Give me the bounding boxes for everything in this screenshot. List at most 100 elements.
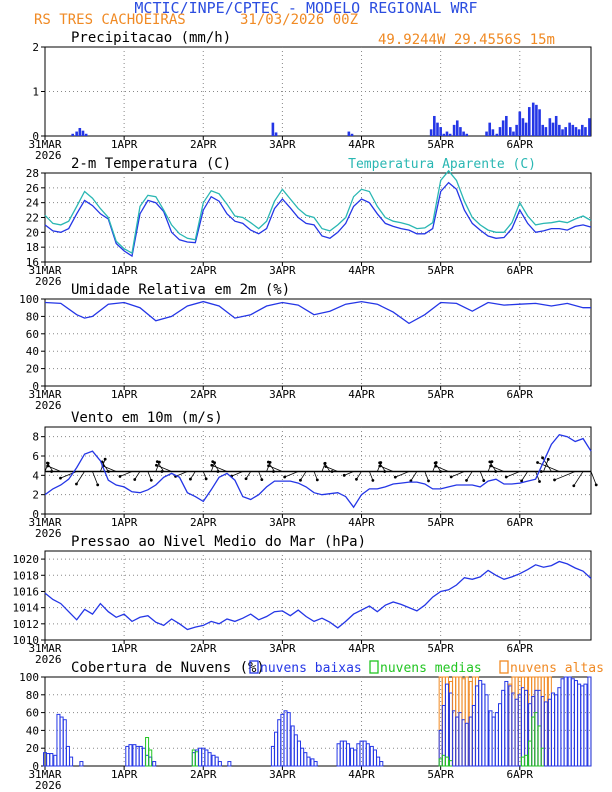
precip-bar [524, 122, 528, 136]
x-tick-label: 31MAR [28, 138, 61, 151]
y-tick-label: 60 [26, 707, 39, 720]
wind-arrow-head [267, 464, 270, 468]
precip-bar [512, 131, 515, 136]
precip-bar [78, 127, 82, 136]
wind-arrow [175, 471, 188, 477]
x-tick-label: 31MAR [28, 516, 61, 529]
y-tick-label: 0 [32, 380, 39, 393]
cloud-bar-low [69, 756, 74, 767]
cloud-bar-mid [537, 725, 542, 767]
wind-arrow [590, 471, 597, 486]
cloud-bar-low [198, 747, 203, 767]
wind-arrow-head [210, 463, 214, 467]
x-tick-label: 31MAR [28, 642, 61, 655]
cloud-bar-low [494, 712, 499, 767]
wind-arrow-head [393, 475, 397, 479]
wind-arrow-head [155, 463, 158, 467]
precip-bar [561, 129, 564, 136]
cloud-bar-mid [531, 716, 536, 767]
wind-arrow-head [189, 477, 192, 481]
x-tick-label: 1APR [111, 388, 138, 401]
precip-bar [577, 129, 581, 136]
wind-arrow-head [46, 461, 49, 465]
wind-arrow-head [323, 462, 327, 465]
precip-bar [551, 122, 555, 136]
wind-arrow-head [541, 456, 544, 460]
cloud-bar-low [356, 743, 361, 767]
wind-arrow [435, 465, 449, 472]
cloud-bar-low [46, 753, 51, 767]
cloud-bar-low [481, 683, 486, 767]
cloud-bar-low [498, 703, 502, 767]
cloud-bar-low [132, 744, 137, 767]
cloud-bar-low [491, 716, 496, 767]
panel-legend: Temperatura Aparente (C) [348, 157, 536, 172]
precip-bar [535, 104, 538, 136]
wind-arrow-head [378, 461, 382, 465]
wind-arrow [466, 471, 473, 481]
precip-bar [518, 111, 522, 136]
wind-arrow-head [299, 478, 302, 482]
cloud-bar-low [511, 692, 516, 767]
x-tick-label: 4APR [348, 642, 375, 655]
y-tick-label: 1020 [13, 553, 40, 566]
cloud-bar-low [270, 745, 275, 767]
cloud-bar-low [303, 752, 308, 767]
x-tick-label: 2APR [190, 138, 217, 151]
series-line-pressao [44, 560, 592, 631]
precip-bar [439, 127, 442, 136]
cloud-bar-low [547, 698, 552, 767]
header-coords: 49.9244W 29.4556S 15m [378, 32, 555, 48]
wind-arrow [325, 466, 338, 472]
x-tick-label: 2APR [190, 264, 217, 277]
wind-arrow-head [155, 460, 159, 464]
panel-title: Cobertura de Nuvens (%) [71, 660, 265, 676]
x-tick-label: 5APR [427, 768, 454, 781]
x-tick-label: 6APR [507, 642, 534, 655]
wind-arrow [506, 471, 520, 478]
precip-bar [488, 122, 492, 136]
cloud-bar-low [53, 754, 58, 767]
precip-bar [75, 131, 78, 136]
precip-bar [491, 129, 495, 136]
x-year-label: 2026 [35, 399, 62, 412]
wind-arrow [521, 471, 529, 482]
wind-arrow-head [546, 457, 550, 461]
wind-arrow-head [324, 465, 328, 468]
wind-arrow-head [572, 484, 576, 488]
precip-bar [584, 127, 587, 136]
x-tick-label: 4APR [348, 768, 375, 781]
cloud-bar-low [444, 683, 449, 767]
legend-swatch [499, 660, 509, 674]
cloud-bar-mid [438, 758, 443, 767]
cloud-bar-low [461, 719, 466, 767]
wind-arrow-head [482, 479, 486, 482]
y-tick-label: 60 [26, 328, 39, 341]
precip-bar [429, 129, 433, 136]
wind-arrow-head [103, 457, 107, 461]
panel-title: Umidade Relativa em 2m (%) [71, 282, 290, 298]
wind-arrow-head [283, 475, 287, 479]
cloud-bar-low [138, 745, 143, 767]
wind-arrow [156, 464, 172, 472]
wind-arrow-head [465, 479, 468, 482]
x-tick-label: 1APR [111, 642, 138, 655]
cloud-bar-low [501, 689, 506, 767]
y-tick-label: 20 [26, 226, 39, 239]
y-tick-label: 40 [26, 345, 39, 358]
wind-arrow-head [149, 478, 153, 482]
cloud-bar-low [346, 743, 351, 767]
precip-bar [71, 133, 74, 136]
y-tick-label: 1 [32, 86, 39, 99]
wind-arrow [119, 471, 133, 477]
wind-arrow-head [553, 478, 556, 482]
y-tick-label: 2 [32, 41, 39, 54]
precip-bar [498, 127, 502, 136]
x-tick-label: 5APR [427, 388, 454, 401]
x-tick-label: 5APR [427, 138, 454, 151]
y-tick-label: 4 [32, 469, 39, 482]
wind-arrow [410, 471, 418, 481]
precip-bar [538, 109, 541, 136]
y-tick-label: 22 [26, 212, 39, 225]
cloud-bar-low [573, 680, 578, 767]
